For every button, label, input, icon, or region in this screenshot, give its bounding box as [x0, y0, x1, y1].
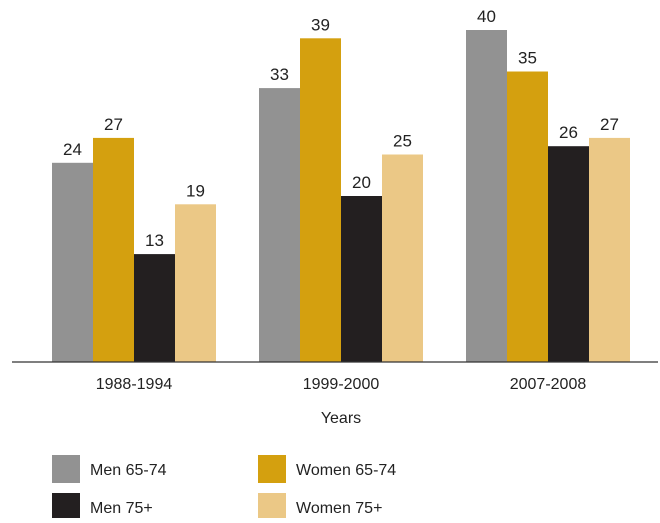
legend-item-women-65-74: Women 65-74	[258, 455, 396, 483]
bars-layer	[52, 30, 630, 363]
bar-women-75-plus-1988-1994	[175, 204, 216, 362]
bar-men-65-74-2007-2008	[466, 30, 507, 362]
legend-label-men-65-74: Men 65-74	[90, 462, 167, 479]
value-labels-layer: 24 27 13 19 33 39 20 25 40 35 26 27	[63, 7, 619, 250]
bar-women-75-plus-2007-2008	[589, 137, 630, 362]
value-label-men-65-74-1999-2000: 33	[270, 65, 289, 84]
value-label-men-75-plus-1988-1994: 13	[145, 231, 164, 250]
bar-women-75-plus-1999-2000	[382, 154, 423, 362]
bar-women-65-74-1988-1994	[93, 137, 134, 362]
x-axis-title: Years	[321, 410, 361, 427]
bar-men-75-plus-2007-2008	[548, 146, 589, 362]
legend-item-men-65-74: Men 65-74	[52, 455, 167, 483]
bar-men-75-plus-1988-1994	[134, 254, 175, 362]
value-label-men-75-plus-1999-2000: 20	[352, 173, 371, 192]
value-label-men-65-74-1988-1994: 24	[63, 140, 82, 159]
bar-men-65-74-1999-2000	[259, 88, 300, 362]
bar-men-65-74-1988-1994	[52, 162, 93, 362]
x-tick-label-1999-2000: 1999-2000	[303, 376, 380, 393]
value-label-women-75-plus-2007-2008: 27	[600, 115, 619, 134]
value-label-men-65-74-2007-2008: 40	[477, 7, 496, 26]
x-tick-labels: 1988-1994 1999-2000 2007-2008	[96, 376, 587, 393]
legend-swatch-women-75-plus	[258, 493, 286, 521]
value-label-women-65-74-1988-1994: 27	[104, 115, 123, 134]
legend-label-men-75-plus: Men 75+	[90, 500, 153, 517]
legend-swatch-men-65-74	[52, 455, 80, 483]
x-tick-label-1988-1994: 1988-1994	[96, 376, 173, 393]
bar-women-65-74-2007-2008	[507, 71, 548, 362]
legend-label-women-65-74: Women 65-74	[296, 462, 396, 479]
legend-swatch-women-65-74	[258, 455, 286, 483]
value-label-men-75-plus-2007-2008: 26	[559, 123, 578, 142]
value-label-women-75-plus-1988-1994: 19	[186, 181, 205, 200]
value-label-women-75-plus-1999-2000: 25	[393, 132, 412, 151]
legend: Men 65-74 Women 65-74 Men 75+ Women 75+	[52, 455, 396, 521]
value-label-women-65-74-2007-2008: 35	[518, 49, 537, 68]
legend-swatch-men-75-plus	[52, 493, 80, 521]
legend-label-women-75-plus: Women 75+	[296, 500, 382, 517]
legend-item-men-75-plus: Men 75+	[52, 493, 153, 521]
legend-item-women-75-plus: Women 75+	[258, 493, 382, 521]
bar-men-75-plus-1999-2000	[341, 196, 382, 362]
value-label-women-65-74-1999-2000: 39	[311, 15, 330, 34]
bar-women-65-74-1999-2000	[300, 38, 341, 363]
x-tick-label-2007-2008: 2007-2008	[510, 376, 587, 393]
